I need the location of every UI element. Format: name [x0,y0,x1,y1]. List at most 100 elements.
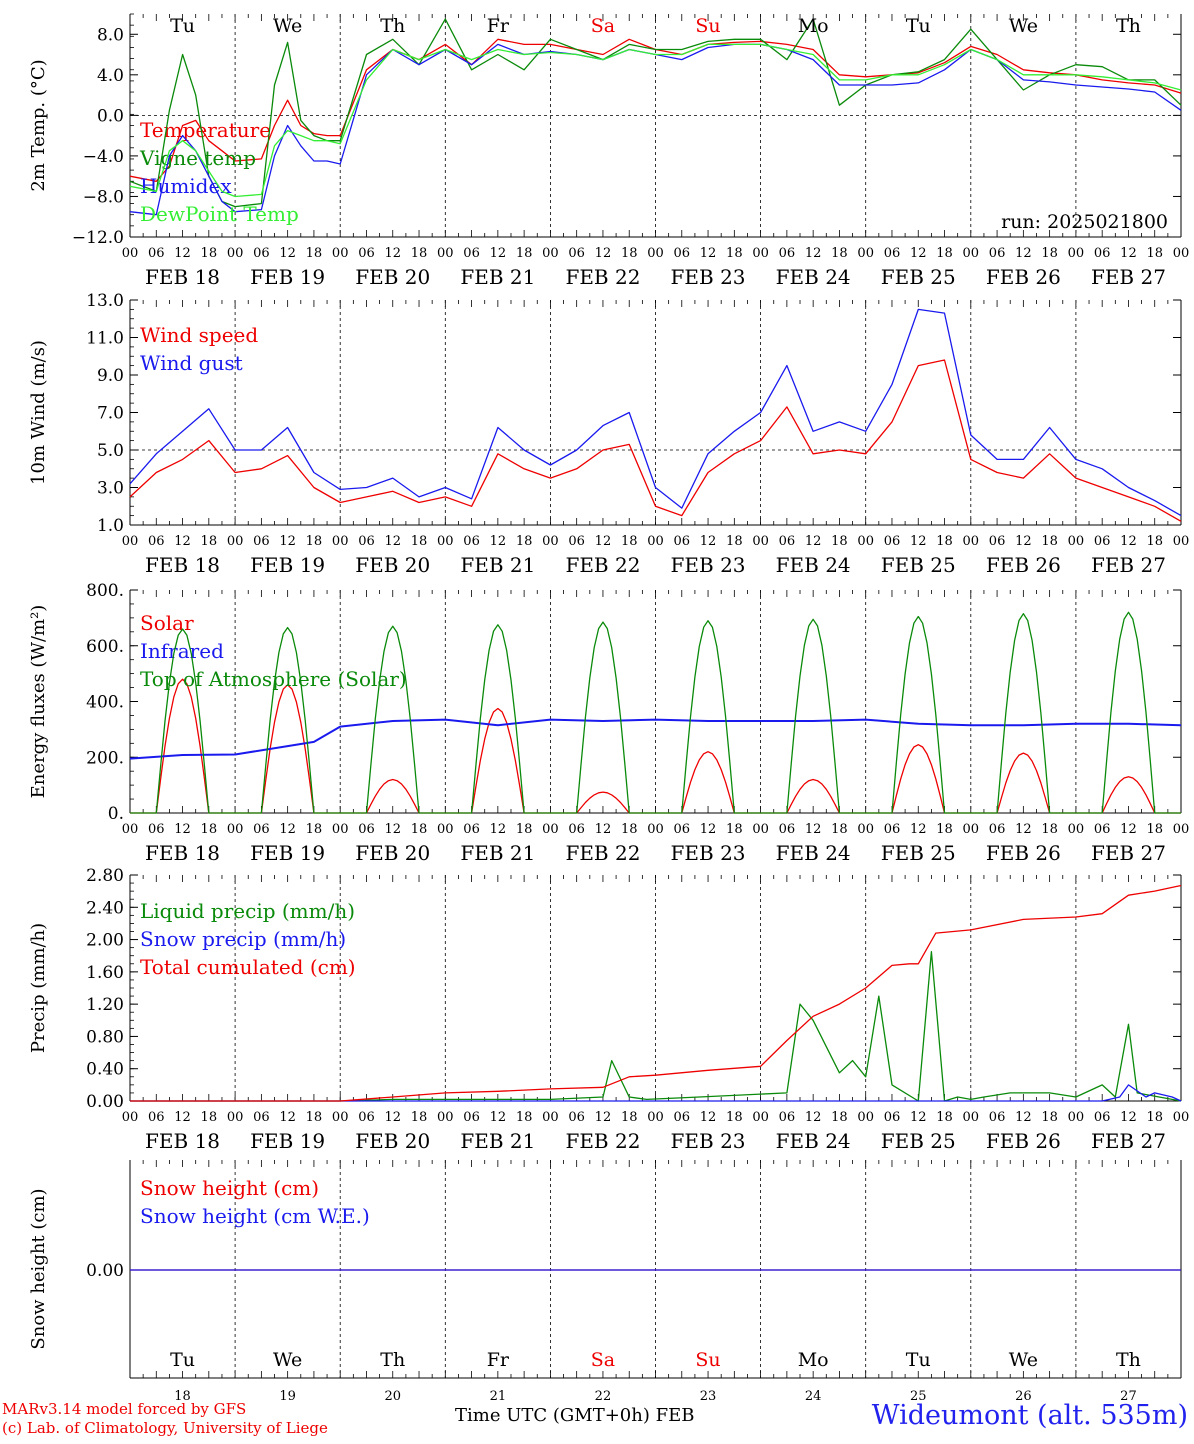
energy-hour-label: 12 [384,822,401,837]
precip-y-tick-label: 2.80 [86,866,124,886]
precip-date-label: FEB 20 [355,1129,430,1153]
energy-hour-label: 00 [542,822,559,837]
temp-date-label: FEB 23 [671,265,746,289]
temp-series-vigne-temp [129,18,1182,208]
snow-day-name: Th [380,1349,405,1371]
wind-hour-label: 00 [647,534,664,549]
snow-day-name: Su [695,1349,720,1371]
wind-hour-label-end: 00 [1173,534,1190,549]
temp-hour-label: 18 [516,246,533,261]
snow-y-tick-label: 0.00 [86,1261,124,1281]
precip-y-tick-label: 2.40 [86,898,124,918]
energy-legend-entry: Top of Atmosphere (Solar) [140,667,407,691]
temp-date-label: FEB 22 [565,265,640,289]
precip-series-total-cumulated-cm- [130,884,1182,1102]
temp-series-dewpoint-temp [129,43,1182,198]
temp-day-name: Fr [487,15,510,37]
temp-hour-label: 12 [910,246,927,261]
day-number: 20 [384,1389,401,1404]
wind-date-label: FEB 23 [671,553,746,577]
temp-hour-label: 18 [411,246,428,261]
precip-hour-label: 00 [963,1110,980,1125]
precip-hour-label: 06 [1094,1110,1111,1125]
wind-hour-label: 06 [1094,534,1111,549]
energy-y-tick-label: 200. [86,748,124,768]
energy-y-label: Energy fluxes (W/m²) [28,605,49,799]
precip-hour-label: 00 [332,1110,349,1125]
snow-day-name: Sa [591,1349,615,1371]
temp-hour-label: 12 [279,246,296,261]
precip-y-tick-label: 0.40 [86,1060,124,1080]
energy-hour-label: 06 [148,822,165,837]
temp-hour-label: 18 [201,246,218,261]
temp-hour-label: 06 [568,246,585,261]
temp-date-label: FEB 24 [776,265,851,289]
wind-date-label: FEB 22 [565,553,640,577]
day-number: 19 [279,1389,296,1404]
temp-y-tick-label: 4.0 [97,66,124,86]
temp-hour-label: 06 [674,246,691,261]
precip-date-label: FEB 23 [671,1129,746,1153]
energy-hour-label: 18 [831,822,848,837]
wind-hour-label: 00 [437,534,454,549]
day-number: 25 [910,1389,927,1404]
precip-hour-label: 18 [936,1110,953,1125]
wind-date-label: FEB 18 [145,553,220,577]
wind-series-wind-gust [129,308,1182,517]
wind-hour-label: 12 [279,534,296,549]
wind-hour-label: 12 [595,534,612,549]
wind-legend-entry: Wind speed [140,323,258,347]
precip-hour-label: 18 [726,1110,743,1125]
wind-legend-entry: Wind gust [140,351,243,375]
energy-hour-label: 00 [437,822,454,837]
snow-day-name: We [273,1349,302,1371]
energy-hour-label: 00 [963,822,980,837]
energy-hour-label: 12 [490,822,507,837]
run-label: run: 2025021800 [1001,211,1168,233]
temp-hour-label: 18 [1146,246,1163,261]
snow-y-label: Snow height (cm) [28,1188,49,1349]
temp-hour-label: 00 [647,246,664,261]
wind-y-label: 10m Wind (m/s) [28,340,49,485]
temp-legend-entry: Temperature [140,118,271,142]
temp-hour-label: 06 [463,246,480,261]
precip-date-label: FEB 25 [881,1129,956,1153]
temp-day-name: Th [380,15,405,37]
temp-hour-label: 00 [437,246,454,261]
energy-date-label: FEB 22 [565,841,640,865]
energy-hour-label: 18 [516,822,533,837]
energy-y-tick-label: 0. [108,804,124,824]
wind-hour-label: 06 [568,534,585,549]
precip-hour-label: 12 [490,1110,507,1125]
wind-hour-label: 00 [752,534,769,549]
temp-y-tick-label: 0.0 [97,106,124,126]
wind-hour-label: 18 [831,534,848,549]
energy-legend-entry: Infrared [140,639,224,663]
energy-date-label: FEB 25 [881,841,956,865]
wind-hour-label: 12 [490,534,507,549]
wind-date-label: FEB 20 [355,553,430,577]
temp-hour-label: 06 [884,246,901,261]
precip-hour-label: 00 [647,1110,664,1125]
wind-y-tick-label: 5.0 [97,441,124,461]
temp-legend-entry: Vigne temp [139,146,256,170]
snow-day-name: We [1009,1349,1038,1371]
precip-hour-label: 18 [201,1110,218,1125]
energy-hour-label: 12 [910,822,927,837]
precip-hour-label: 12 [384,1110,401,1125]
wind-y-tick-label: 1.0 [97,516,124,536]
temp-hour-label: 18 [621,246,638,261]
precip-hour-label: 00 [542,1110,559,1125]
temp-date-label: FEB 20 [355,265,430,289]
wind-hour-label: 06 [779,534,796,549]
temp-hour-label: 12 [805,246,822,261]
wind-hour-label: 12 [384,534,401,549]
energy-series-infrared [129,718,1182,760]
wind-date-label: FEB 25 [881,553,956,577]
precip-series-snow-precip-mm-h- [130,1084,1182,1102]
wind-hour-label: 12 [805,534,822,549]
precip-y-tick-label: 0.00 [86,1092,124,1112]
energy-hour-label: 12 [700,822,717,837]
energy-legend-entry: Solar [140,611,194,635]
